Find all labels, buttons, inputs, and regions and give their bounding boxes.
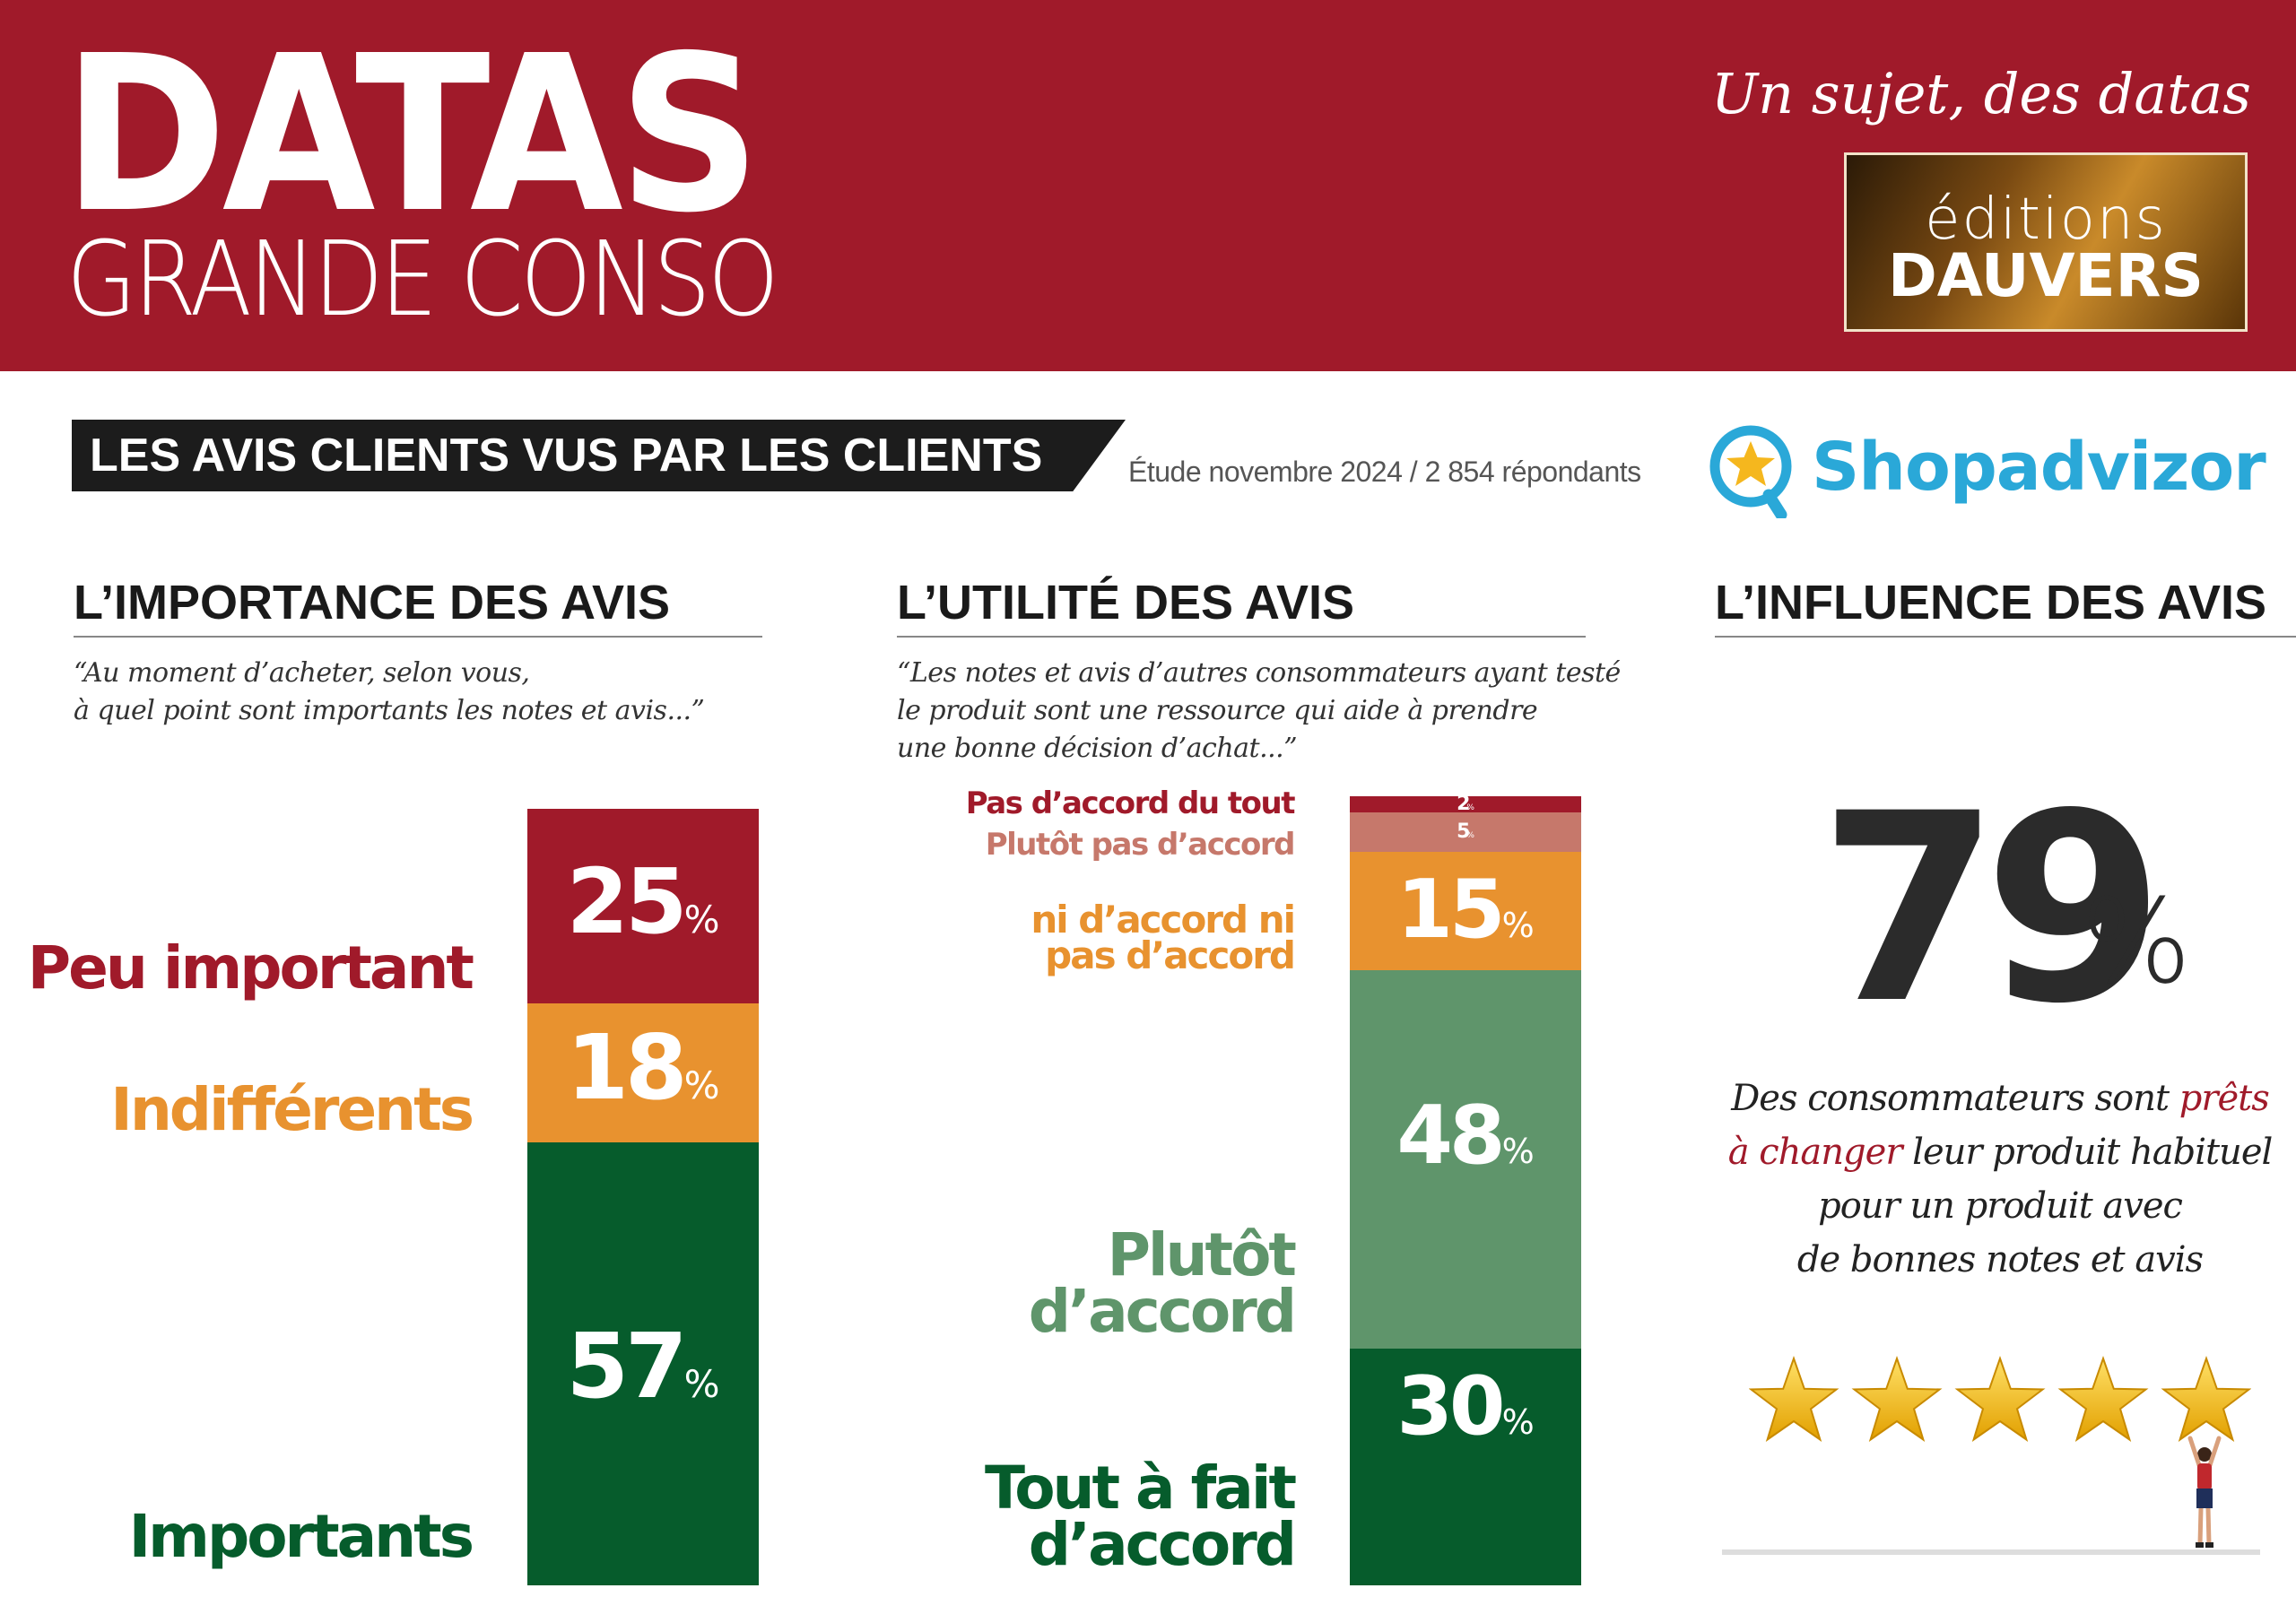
partner-logo-text: Shopadvizor (1812, 429, 2266, 506)
bar-value-number: 25 (566, 849, 687, 954)
influence-value: 79 (1819, 759, 2165, 1061)
influence-text-line4: de bonnes notes et avis (1796, 1239, 2204, 1280)
bar-value-number: 15 (1396, 862, 1505, 957)
bar-segment-peu-important: 25% (527, 809, 759, 1003)
bar-label-ni-d-accord-ni-pas-d-accord: ni d’accord ni pas d’accord (1031, 898, 1296, 977)
bar-value-unit: % (683, 1362, 720, 1407)
bar-value-number: 30 (1396, 1359, 1505, 1454)
bar-value-unit: % (683, 898, 720, 942)
publisher-logo-line2: DAUVERS (1888, 241, 2204, 310)
bar-segment-ni-d-accord-ni-pas-d-accord: 15% (1350, 851, 1581, 970)
bar-value-ni-d-accord-ni-pas-d-accord: 15% (1350, 869, 1581, 966)
publisher-logo: éditions DAUVERS (1844, 152, 2248, 332)
utilite-quote-line3: une bonne décision d’achat...” (897, 733, 1298, 764)
influence-highlight1: prêts (2179, 1078, 2270, 1119)
publisher-logo-line1: éditions (1925, 187, 2167, 253)
utilite-rule (897, 636, 1586, 638)
bar-segment-importants: 57% (527, 1142, 759, 1585)
star-magnifier-icon (1709, 425, 1792, 518)
influence-text-part1: Des consommateurs sont (1731, 1078, 2179, 1119)
utilite-quote-line1: “Les notes et avis d’autres consommateur… (897, 657, 1621, 689)
bar-label-indifferents: Indifférents (110, 1075, 474, 1144)
utilite-quote-line2: le produit sont une ressource qui aide à… (897, 695, 1538, 726)
star-icon (1954, 1355, 2046, 1442)
bar-segment-indifferents: 18% (527, 1002, 759, 1143)
star-icon (1749, 1355, 1839, 1442)
banner-title: LES AVIS CLIENTS VUS PAR LES CLIENTS (90, 430, 1043, 482)
star-icon (2161, 1355, 2251, 1442)
study-info: Étude novembre 2024 / 2 854 répondants (1128, 456, 1641, 488)
bar-value-unit: % (1466, 803, 1474, 812)
bar-value-number: 2 (1457, 792, 1470, 815)
bar-value-unit: % (1501, 1131, 1535, 1171)
bar-label-importants: Importants (128, 1502, 474, 1571)
bar-value-number: 18 (566, 1014, 687, 1120)
section-banner (72, 420, 1126, 491)
bar-value-tout-a-fait-d-accord: 30% (1350, 1367, 1581, 1462)
bar-label-pas-d-accord-du-tout: Pas d’accord du tout (965, 785, 1296, 821)
bar-value-plutot-d-accord: 48% (1350, 1095, 1581, 1192)
bar-value-plutot-pas-d-accord: 5% (1350, 820, 1581, 846)
bar-value-number: 5 (1457, 820, 1470, 843)
bar-segment-tout-a-fait-d-accord: 30% (1350, 1349, 1581, 1585)
bar-value-unit: % (1466, 830, 1474, 840)
importance-quote-line1: “Au moment d’acheter, selon vous, (74, 657, 530, 689)
influence-rule (1715, 636, 2296, 638)
influence-highlight2: à changer (1727, 1132, 1903, 1173)
tagline: Un sujet, des datas (1710, 61, 2251, 126)
importance-title: L’IMPORTANCE DES AVIS (74, 576, 671, 629)
bar-value-unit: % (1501, 905, 1535, 945)
floor-line (1722, 1549, 2260, 1555)
bar-value-peu-important: 25% (527, 857, 759, 965)
person-icon (2187, 1436, 2222, 1548)
rating-stars (1749, 1355, 2251, 1442)
star-icon (1851, 1355, 1943, 1442)
influence-unit: % (2081, 873, 2192, 1010)
utilite-title: L’UTILITÉ DES AVIS (897, 576, 1355, 629)
bar-value-number: 57 (566, 1314, 687, 1419)
bar-segment-pas-d-accord-du-tout: 2% (1350, 794, 1581, 813)
influence-description: Des consommateurs sont prêts à changer l… (1713, 1072, 2287, 1287)
influence-title: L’INFLUENCE DES AVIS (1715, 576, 2267, 629)
star-icon (2057, 1355, 2149, 1442)
influence-text-line3: pour un produit avec (1818, 1185, 2183, 1227)
brand-subtitle: GRANDE CONSO (66, 220, 779, 340)
bar-value-number: 48 (1396, 1088, 1505, 1183)
bar-label-plutot-pas-d-accord: Plutôt pas d’accord (985, 827, 1296, 863)
bar-value-importants: 57% (527, 1322, 759, 1429)
bar-value-pas-d-accord-du-tout: 2% (1350, 794, 1581, 818)
influence-text-part2: leur produit habituel (1901, 1132, 2273, 1173)
bar-label-peu-important: Peu important (27, 933, 474, 1002)
bar-value-unit: % (1501, 1402, 1535, 1442)
importance-quote-line2: à quel point sont importants les notes e… (74, 695, 705, 726)
bar-segment-plutot-pas-d-accord: 5% (1350, 812, 1581, 852)
importance-rule (74, 636, 762, 638)
bar-label-tout-a-fait-d-accord: Tout à fait d’accord (984, 1454, 1297, 1579)
brand-title: DATAS (63, 9, 761, 260)
bar-segment-plutot-d-accord: 48% (1350, 969, 1581, 1349)
bar-value-indifferents: 18% (527, 1022, 759, 1131)
bar-value-unit: % (683, 1063, 720, 1107)
bar-label-plutot-d-accord: Plutôt d’accord (1028, 1220, 1297, 1346)
